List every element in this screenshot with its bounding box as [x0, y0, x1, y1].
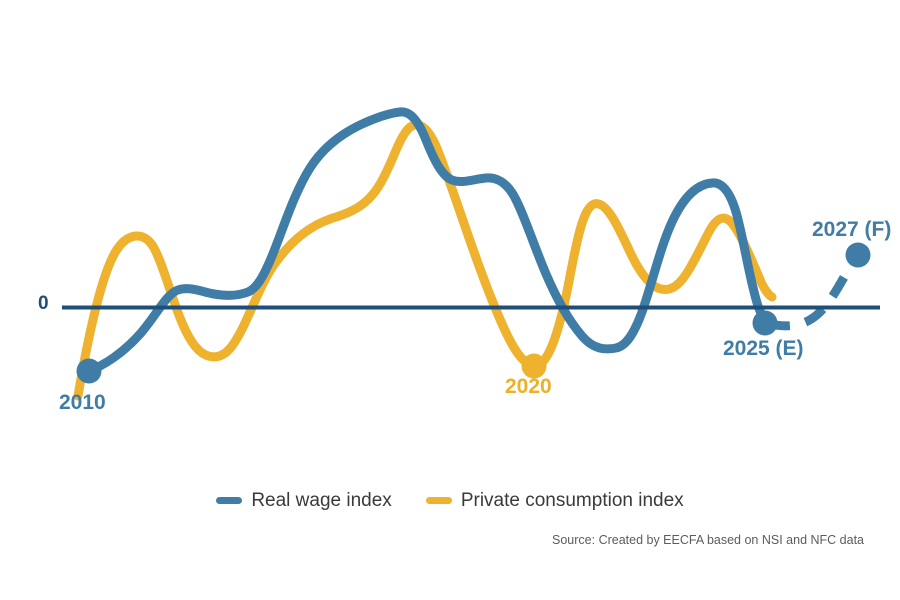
legend-item-private-consumption-index[interactable]: Private consumption index — [425, 490, 684, 511]
legend-label-real-wage-index: Real wage index — [251, 490, 392, 511]
legend-swatch-real-wage-index — [216, 497, 243, 504]
legend-item-real-wage-index[interactable]: Real wage index — [216, 490, 392, 511]
legend-swatch-private-consumption-index — [425, 497, 452, 504]
source-attribution: Source: Created by EECFA based on NSI an… — [552, 533, 864, 547]
annotation-2025-estimate: 2025 (E) — [723, 337, 804, 360]
marker-2027-forecast — [845, 242, 871, 268]
annotation-2010: 2010 — [59, 391, 106, 414]
series-line-real-wage-index — [83, 107, 770, 376]
series-line-private-consumption-index — [73, 120, 777, 401]
marker-2010 — [76, 358, 102, 384]
annotation-2020: 2020 — [505, 375, 552, 398]
forecast-line-real-wage-index — [767, 257, 858, 331]
marker-2025-estimate — [752, 310, 778, 336]
zero-axis-label: 0 — [38, 293, 49, 314]
chart-legend: Real wage index Private consumption inde… — [0, 491, 900, 510]
legend-label-private-consumption-index: Private consumption index — [460, 490, 684, 511]
annotation-2027-forecast: 2027 (F) — [812, 218, 892, 241]
marker-2020 — [521, 353, 547, 379]
